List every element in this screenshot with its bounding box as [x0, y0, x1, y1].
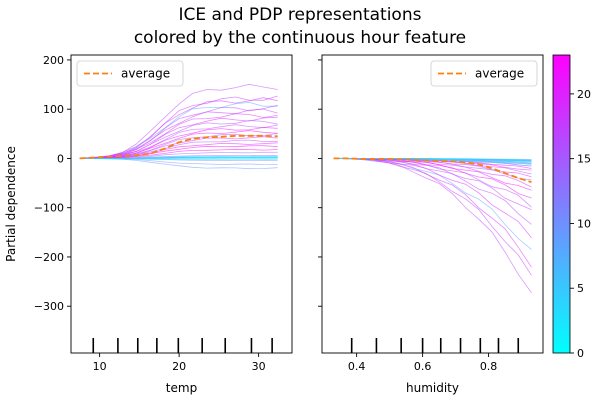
colorbar-tick-label: 10: [577, 217, 591, 230]
axes-frame: [321, 54, 544, 354]
ice-line: [333, 158, 532, 268]
colorbar-tick-label: 5: [577, 282, 584, 295]
ice-line: [79, 158, 278, 170]
x-tick-label: 10: [93, 360, 107, 373]
ice-line: [79, 97, 278, 159]
ice-line: [333, 158, 532, 294]
ice-line: [333, 158, 532, 208]
y-tick-label: −200: [34, 251, 64, 264]
ice-line: [333, 158, 532, 211]
colorbar-tick-label: 20: [577, 88, 591, 101]
legend-label: average: [121, 67, 170, 81]
panel-temp: 10 20 30 temp −300 −200 −100 0 100 200 average: [34, 54, 293, 395]
y-tick-label: −100: [34, 202, 64, 215]
ice-line: [333, 158, 532, 276]
ice-line: [79, 127, 278, 159]
y-tick-label: 200: [43, 54, 64, 67]
average-line: [79, 134, 278, 160]
ice-line: [333, 157, 532, 199]
ice-line: [333, 158, 532, 250]
legend: average: [430, 60, 538, 87]
average-line: [333, 157, 532, 183]
legend-label: average: [475, 67, 524, 81]
x-tick-label: 0.8: [480, 360, 498, 373]
chart-title-line-1: ICE and PDP representations: [179, 5, 422, 25]
x-tick-label: 0.4: [348, 360, 366, 373]
legend-box: [430, 60, 538, 87]
legend-box: [76, 60, 184, 87]
ice-line: [333, 158, 532, 161]
ice-line: [79, 116, 278, 159]
y-axis-label: Partial dependence: [4, 146, 18, 262]
ice-line: [333, 158, 532, 225]
ice-line: [79, 156, 278, 159]
x-axis-label: humidity: [406, 381, 459, 395]
x-tick-label: 20: [172, 360, 186, 373]
x-axis-label: temp: [166, 381, 197, 395]
colorbar-gradient: [552, 54, 571, 354]
x-tick-label: 0.6: [414, 360, 432, 373]
panel-humidity: 0.4 0.6 0.8 humidity average: [318, 54, 544, 395]
ice-line: [79, 108, 278, 159]
y-tick-label: 100: [43, 103, 64, 116]
legend: average: [76, 60, 184, 87]
chart-title-line-2: colored by the continuous hour feature: [134, 28, 466, 48]
colorbar-tick-label: 0: [577, 347, 584, 360]
ice-curves: [333, 157, 532, 294]
axes-frame: [70, 54, 293, 354]
colorbar-tick-label: 15: [577, 153, 591, 166]
y-tick-label: −300: [34, 300, 64, 313]
x-tick-label: 30: [252, 360, 266, 373]
y-tick-label: 0: [57, 152, 64, 165]
colorbar: 0 5 10 15 20: [552, 54, 591, 360]
